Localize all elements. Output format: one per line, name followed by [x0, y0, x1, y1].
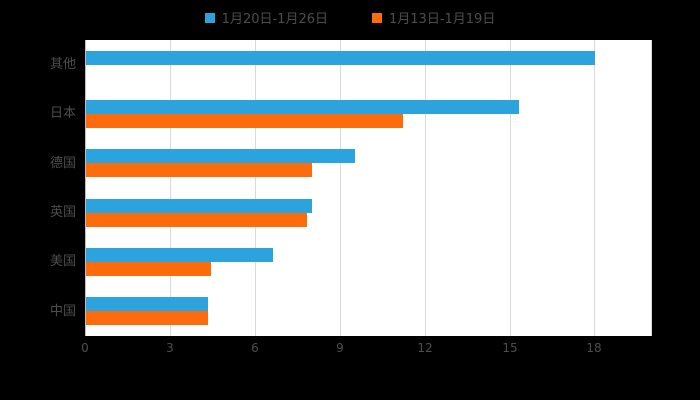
gridline	[340, 40, 341, 336]
gridline	[170, 40, 171, 336]
legend-item-week-jan13-19: 1月13日-1月19日	[372, 8, 495, 27]
gridline	[255, 40, 256, 336]
gridline	[510, 40, 511, 336]
bar-current-week	[86, 199, 312, 213]
bar-previous-week	[86, 262, 211, 276]
bar-current-week	[86, 297, 208, 311]
bar-previous-week	[86, 213, 307, 227]
category-label: 日本	[49, 106, 76, 121]
category-label: 英国	[49, 205, 76, 220]
bar-previous-week	[86, 163, 312, 177]
plot-area	[85, 40, 652, 336]
bar-current-week	[86, 51, 595, 65]
legend-swatch-blue	[204, 12, 215, 23]
x-axis-tick-label: 6	[251, 341, 259, 355]
y-axis-line	[85, 40, 86, 336]
bar-current-week	[86, 248, 273, 262]
legend-label-week-jan13-19: 1月13日-1月19日	[389, 12, 496, 27]
bar-previous-week	[86, 114, 403, 128]
legend-label-week-jan20-26: 1月20日-1月26日	[221, 12, 328, 27]
x-axis-tick-label: 3	[166, 341, 174, 355]
x-axis-tick-label: 15	[502, 341, 518, 355]
x-axis-tick-label: 18	[586, 341, 602, 355]
category-label: 其他	[49, 57, 76, 72]
x-axis-tick-label: 12	[417, 341, 433, 355]
legend-item-week-jan20-26: 1月20日-1月26日	[204, 8, 328, 27]
category-axis: 其他日本德国英国美国中国	[0, 40, 78, 336]
x-axis-tick-label: 0	[81, 341, 89, 355]
category-label: 中国	[49, 304, 76, 319]
gridline	[594, 40, 595, 336]
category-label: 德国	[49, 156, 76, 171]
bar-current-week	[86, 149, 355, 163]
legend-swatch-orange	[372, 12, 382, 23]
bar-current-week	[86, 100, 519, 114]
gridline	[425, 40, 426, 336]
category-label: 美国	[49, 254, 76, 269]
chart-legend: 1月20日-1月26日 1月13日-1月19日	[0, 8, 700, 27]
x-axis-tick-label: 9	[336, 341, 344, 355]
value-axis: 0 3 6 9 12 15 18	[0, 341, 700, 359]
bar-previous-week	[86, 311, 208, 325]
